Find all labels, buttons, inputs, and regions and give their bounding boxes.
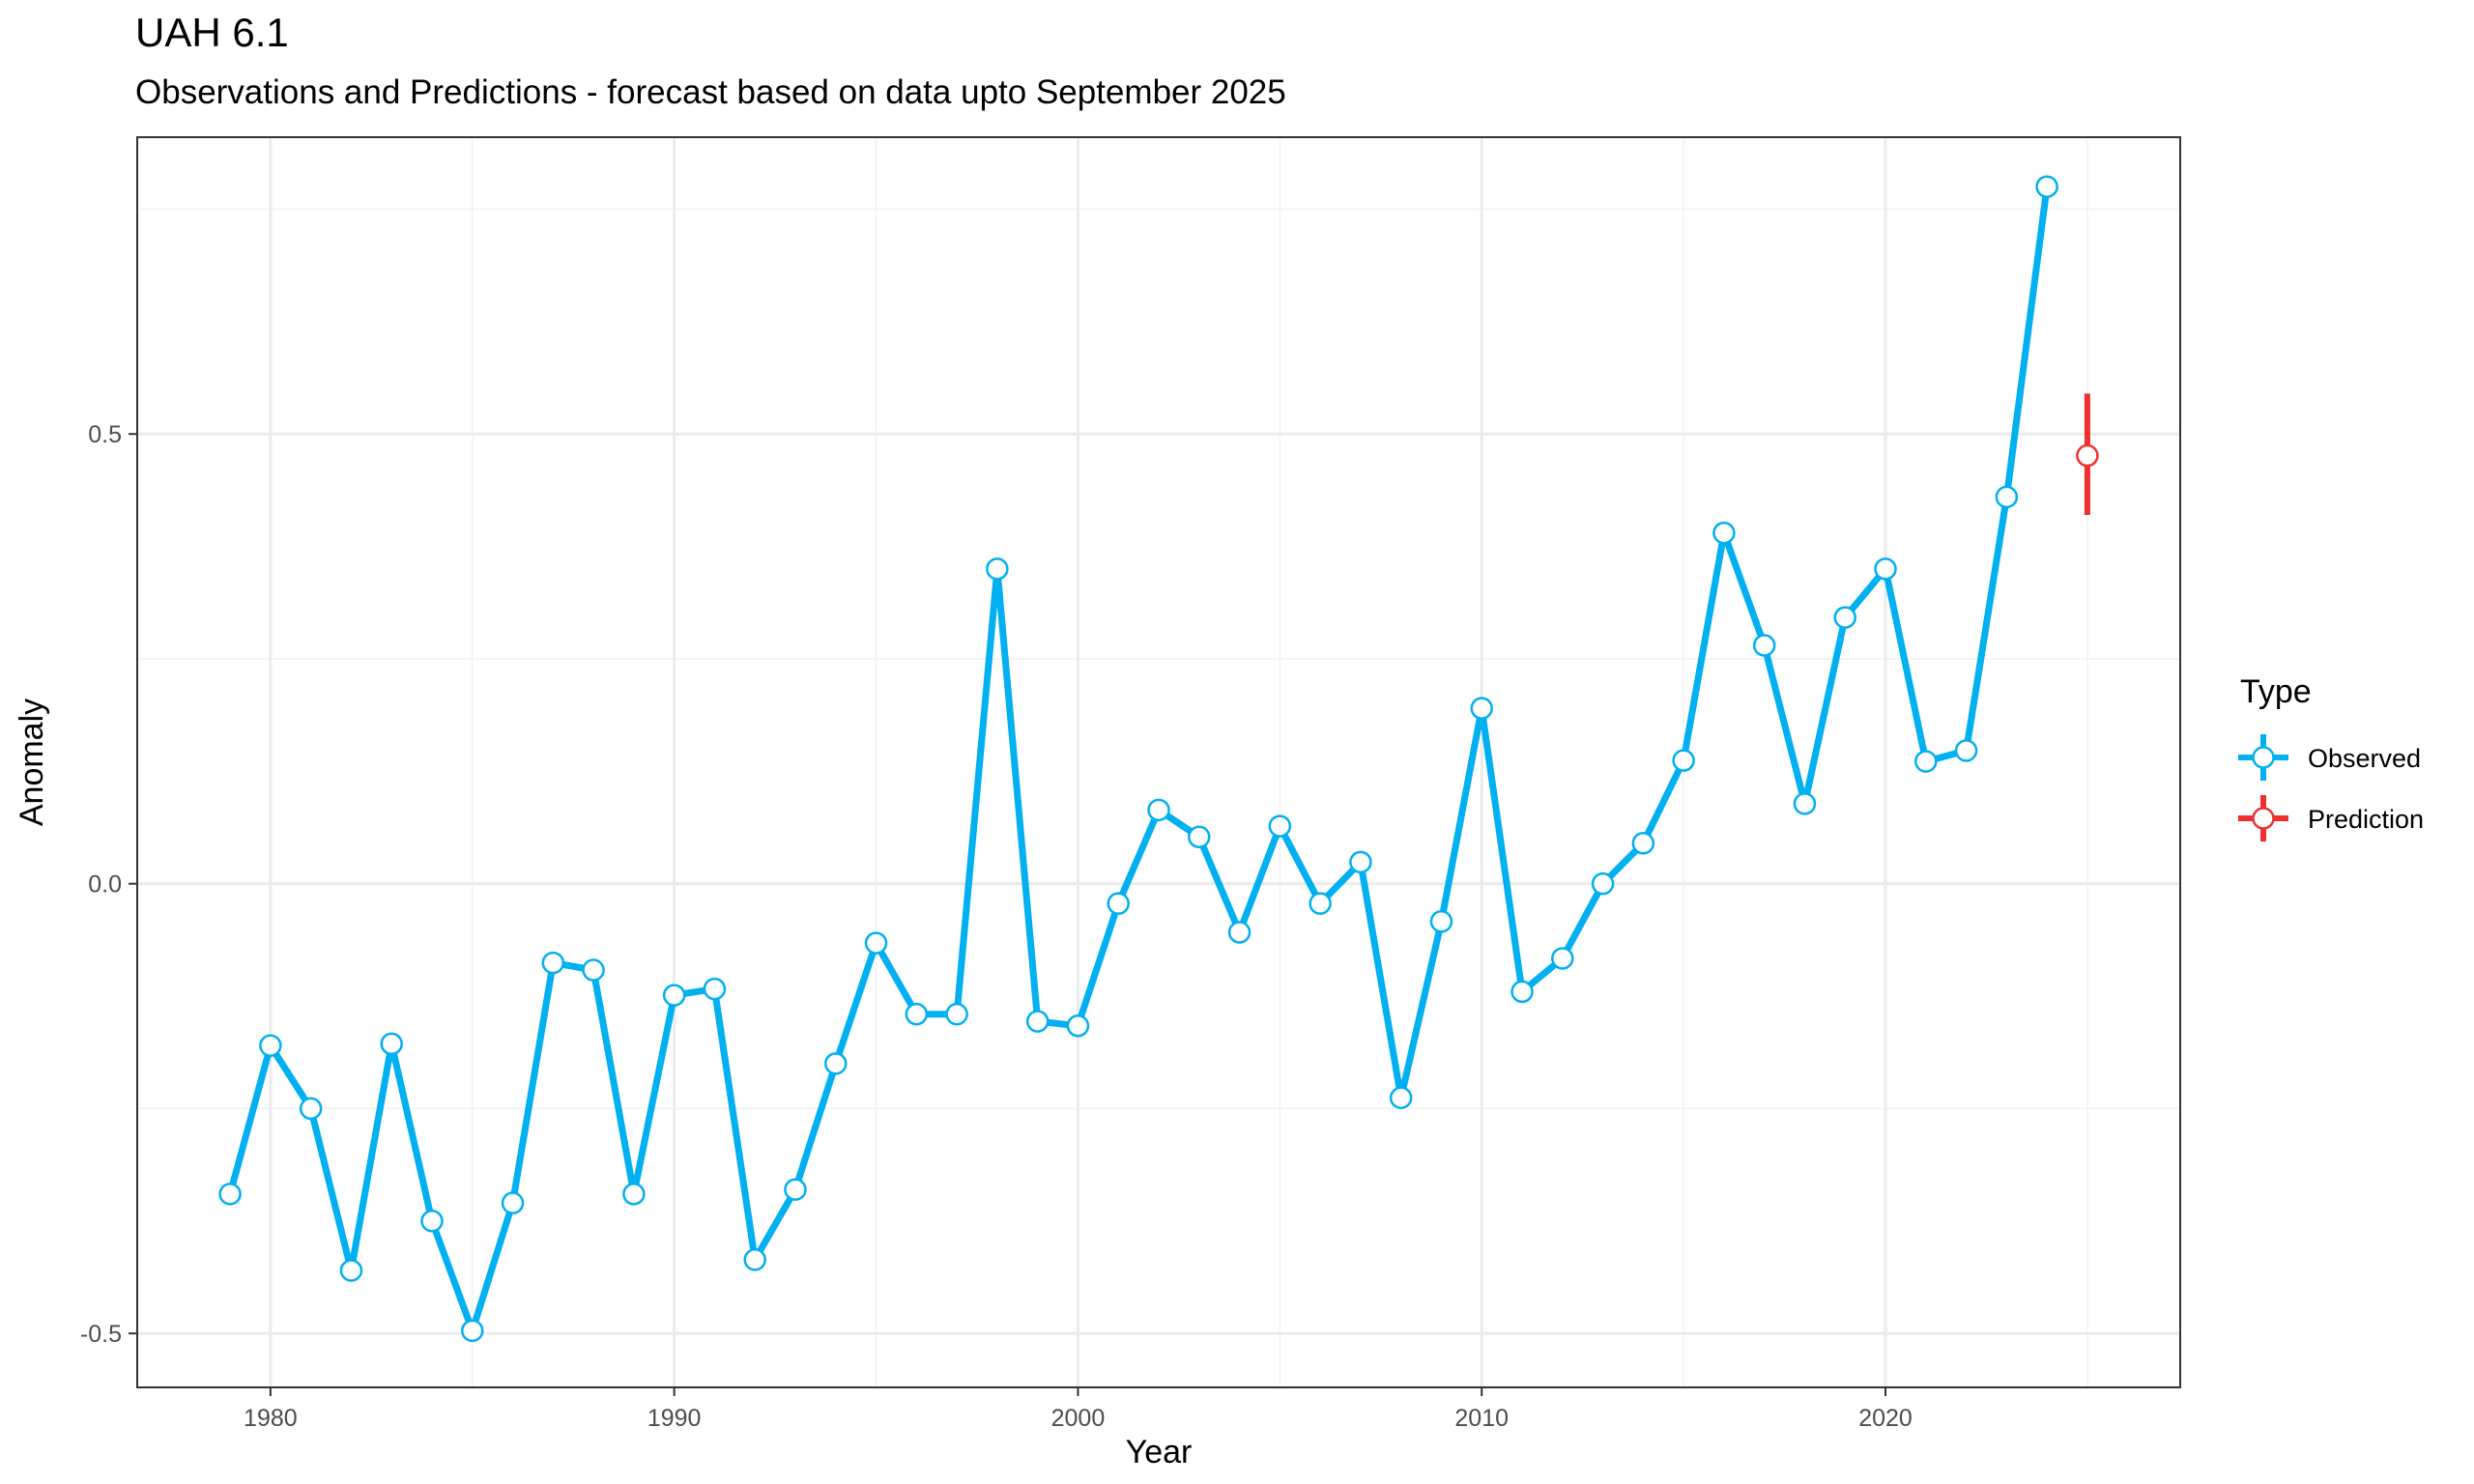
observed-point	[1995, 485, 2019, 509]
observed-point	[1309, 892, 1332, 915]
chart-title: UAH 6.1	[135, 10, 289, 55]
x-tick-label: 2010	[1454, 1405, 1509, 1432]
observed-point	[905, 1002, 929, 1026]
y-axis-title: Anomaly	[14, 699, 50, 826]
legend: Type Observed Prediction	[2238, 673, 2424, 842]
observed-point	[420, 1210, 444, 1233]
observed-point	[1672, 749, 1695, 772]
observed-point	[1429, 910, 1453, 933]
legend-key-point	[2252, 746, 2275, 769]
observed-point	[1833, 606, 1856, 629]
observed-point	[784, 1178, 807, 1201]
observed-point	[1188, 825, 1211, 849]
x-axis-title: Year	[1126, 1434, 1193, 1470]
observed-point	[1510, 980, 1534, 1004]
x-tick-label: 2000	[1051, 1405, 1106, 1432]
observed-point	[703, 977, 727, 1001]
major-gridlines	[137, 137, 2180, 1387]
observed-point	[1227, 921, 1251, 944]
x-tick-label: 1980	[244, 1405, 298, 1432]
observed-point	[541, 951, 565, 975]
legend-label-observed: Observed	[2308, 744, 2421, 773]
observed-point	[1793, 792, 1817, 815]
observed-point	[662, 984, 686, 1007]
observed-point	[2035, 175, 2058, 198]
x-tick-label: 1990	[647, 1405, 702, 1432]
observed-point	[1147, 798, 1170, 822]
plot-area	[218, 175, 2099, 1343]
observed-point	[1631, 832, 1655, 855]
observed-point	[1712, 521, 1736, 545]
observed-point	[1025, 1010, 1050, 1033]
observed-series-line	[226, 183, 2051, 1334]
observed-point	[339, 1259, 363, 1282]
observed-point	[1268, 814, 1292, 838]
prediction-point	[2076, 443, 2099, 468]
observed-point	[1389, 1086, 1413, 1109]
observed-point	[1954, 739, 1978, 762]
observed-point	[824, 1052, 848, 1075]
observed-point	[743, 1248, 766, 1271]
chart-subtitle: Observations and Predictions - forecast …	[135, 73, 1286, 111]
observed-point	[380, 1032, 403, 1056]
observed-point	[986, 557, 1009, 581]
observed-point	[259, 1034, 282, 1057]
panel-border	[136, 136, 2181, 1388]
observed-point	[218, 1183, 242, 1206]
legend-label-prediction: Prediction	[2308, 805, 2424, 834]
observed-point	[1107, 892, 1130, 915]
observed-point	[1551, 947, 1574, 970]
observed-point	[1349, 850, 1372, 874]
observed-point	[622, 1183, 646, 1206]
y-tick-label: -0.5	[80, 1321, 122, 1348]
x-tick-label: 2020	[1858, 1405, 1913, 1432]
observed-point	[461, 1319, 484, 1343]
observed-point	[1066, 1014, 1090, 1038]
axes: 1980 1990 2000 2010 2020 -0.5 0.0 0.5	[80, 421, 1913, 1432]
observed-point	[501, 1191, 525, 1214]
y-tick-label: 0.5	[88, 421, 122, 448]
observed-point	[1752, 634, 1776, 657]
observed-point	[1591, 871, 1615, 896]
legend-title: Type	[2240, 673, 2312, 710]
observed-point	[945, 1002, 968, 1026]
y-tick-label: 0.0	[88, 871, 122, 899]
observed-point	[1914, 750, 1938, 773]
observed-point	[582, 958, 605, 982]
observed-point	[1470, 697, 1493, 720]
minor-gridlines	[137, 137, 2180, 1387]
observed-point	[1874, 557, 1897, 581]
legend-key-point	[2252, 807, 2275, 830]
observed-point	[864, 931, 888, 955]
observed-point	[299, 1097, 323, 1121]
